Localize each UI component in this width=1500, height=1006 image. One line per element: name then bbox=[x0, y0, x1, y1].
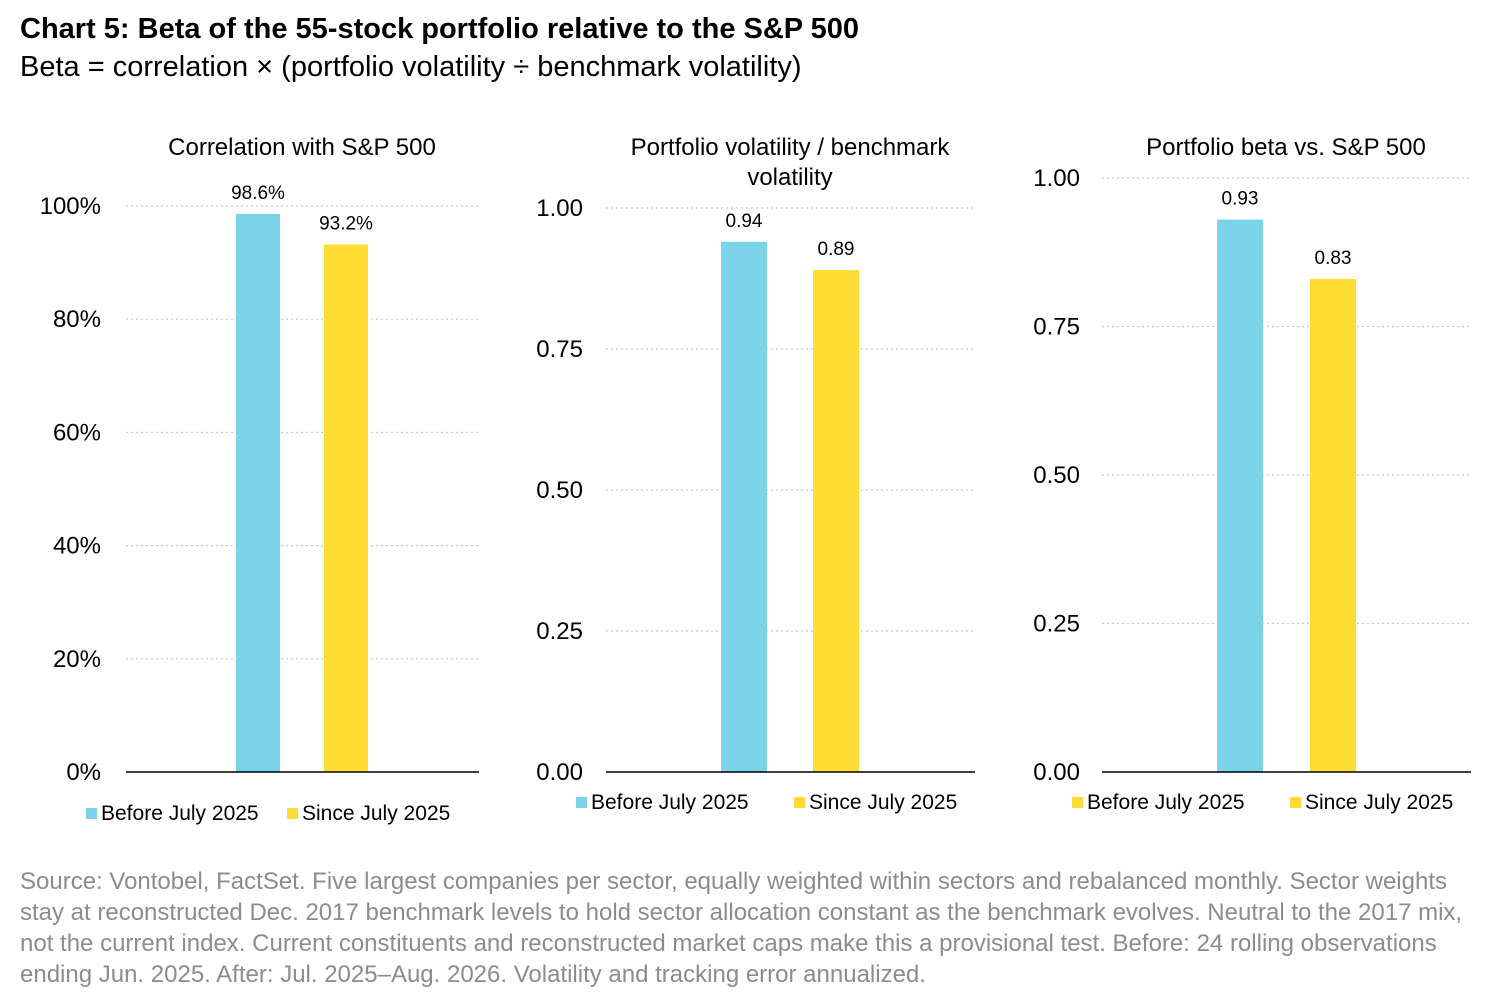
panel-title: Portfolio beta vs. S&P 500 bbox=[1146, 134, 1426, 161]
legend-swatch-since bbox=[287, 808, 298, 819]
panel-title: Correlation with S&P 500 bbox=[168, 134, 436, 161]
legend-swatch-since bbox=[1290, 797, 1301, 808]
y-tick-label: 0.75 bbox=[1033, 314, 1080, 341]
bar-since bbox=[813, 270, 859, 772]
y-tick-label: 1.00 bbox=[1033, 165, 1080, 192]
bar-since bbox=[1310, 278, 1356, 772]
y-tick-label: 60% bbox=[53, 419, 101, 446]
y-tick-label: 0.75 bbox=[536, 336, 583, 363]
legend-swatch-before bbox=[1072, 797, 1083, 808]
data-label: 0.83 bbox=[1315, 248, 1352, 269]
legend-swatch-before bbox=[86, 808, 97, 819]
y-tick-label: 0.25 bbox=[536, 618, 583, 645]
charts-canvas: Correlation with S&P 500 0% 20% 40% 60% 80% 10… bbox=[40, 134, 1471, 825]
y-tick-label: 0.00 bbox=[536, 759, 583, 786]
data-label: 98.6% bbox=[231, 183, 285, 204]
panel-title: Portfolio volatility / benchmark bbox=[631, 134, 951, 161]
panel-title: volatility bbox=[747, 164, 832, 191]
data-label: 0.89 bbox=[818, 239, 855, 260]
data-label: 93.2% bbox=[319, 213, 373, 234]
legend-label: Since July 2025 bbox=[809, 791, 957, 814]
y-tick-label: 0.25 bbox=[1033, 611, 1080, 638]
y-tick-label: 80% bbox=[53, 306, 101, 333]
y-tick-label: 0.50 bbox=[1033, 462, 1080, 489]
legend-label: Since July 2025 bbox=[1305, 791, 1453, 814]
bar-before bbox=[721, 241, 767, 773]
y-tick-label: 40% bbox=[53, 533, 101, 560]
bar-since bbox=[324, 244, 368, 772]
chart-subtitle: Beta = correlation × (portfolio volatili… bbox=[20, 51, 802, 83]
legend-label: Before July 2025 bbox=[591, 791, 749, 814]
legend-swatch-before bbox=[576, 797, 587, 808]
source-note: Source: Vontobel, FactSet. Five largest … bbox=[20, 868, 1463, 988]
y-tick-label: 20% bbox=[53, 646, 101, 673]
y-tick-label: 100% bbox=[40, 193, 101, 220]
data-label: 0.93 bbox=[1222, 189, 1259, 210]
bar-before bbox=[1217, 219, 1263, 772]
y-tick-label: 0% bbox=[66, 759, 101, 786]
legend-label: Before July 2025 bbox=[101, 802, 259, 825]
bar-before bbox=[236, 213, 280, 772]
data-label: 0.94 bbox=[726, 211, 763, 232]
chart-title: Chart 5: Beta of the 55-stock portfolio … bbox=[20, 13, 860, 45]
y-tick-label: 1.00 bbox=[536, 195, 583, 222]
legend-swatch-since bbox=[794, 797, 805, 808]
legend-label: Before July 2025 bbox=[1087, 791, 1245, 814]
legend-label: Since July 2025 bbox=[302, 802, 450, 825]
y-tick-label: 0.50 bbox=[536, 477, 583, 504]
y-tick-label: 0.00 bbox=[1033, 759, 1080, 786]
